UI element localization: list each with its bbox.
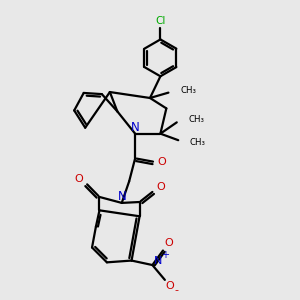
Text: CH₃: CH₃ <box>188 116 204 124</box>
Text: O: O <box>157 182 165 193</box>
Text: N: N <box>131 121 140 134</box>
Text: CH₃: CH₃ <box>181 86 197 95</box>
Text: N: N <box>118 190 127 203</box>
Text: O: O <box>158 157 166 167</box>
Text: Cl: Cl <box>155 16 166 26</box>
Text: -: - <box>174 285 178 295</box>
Text: CH₃: CH₃ <box>190 138 206 147</box>
Text: O: O <box>166 281 175 291</box>
Text: +: + <box>161 250 169 260</box>
Text: N: N <box>154 256 162 266</box>
Text: O: O <box>74 174 83 184</box>
Text: O: O <box>165 238 173 248</box>
